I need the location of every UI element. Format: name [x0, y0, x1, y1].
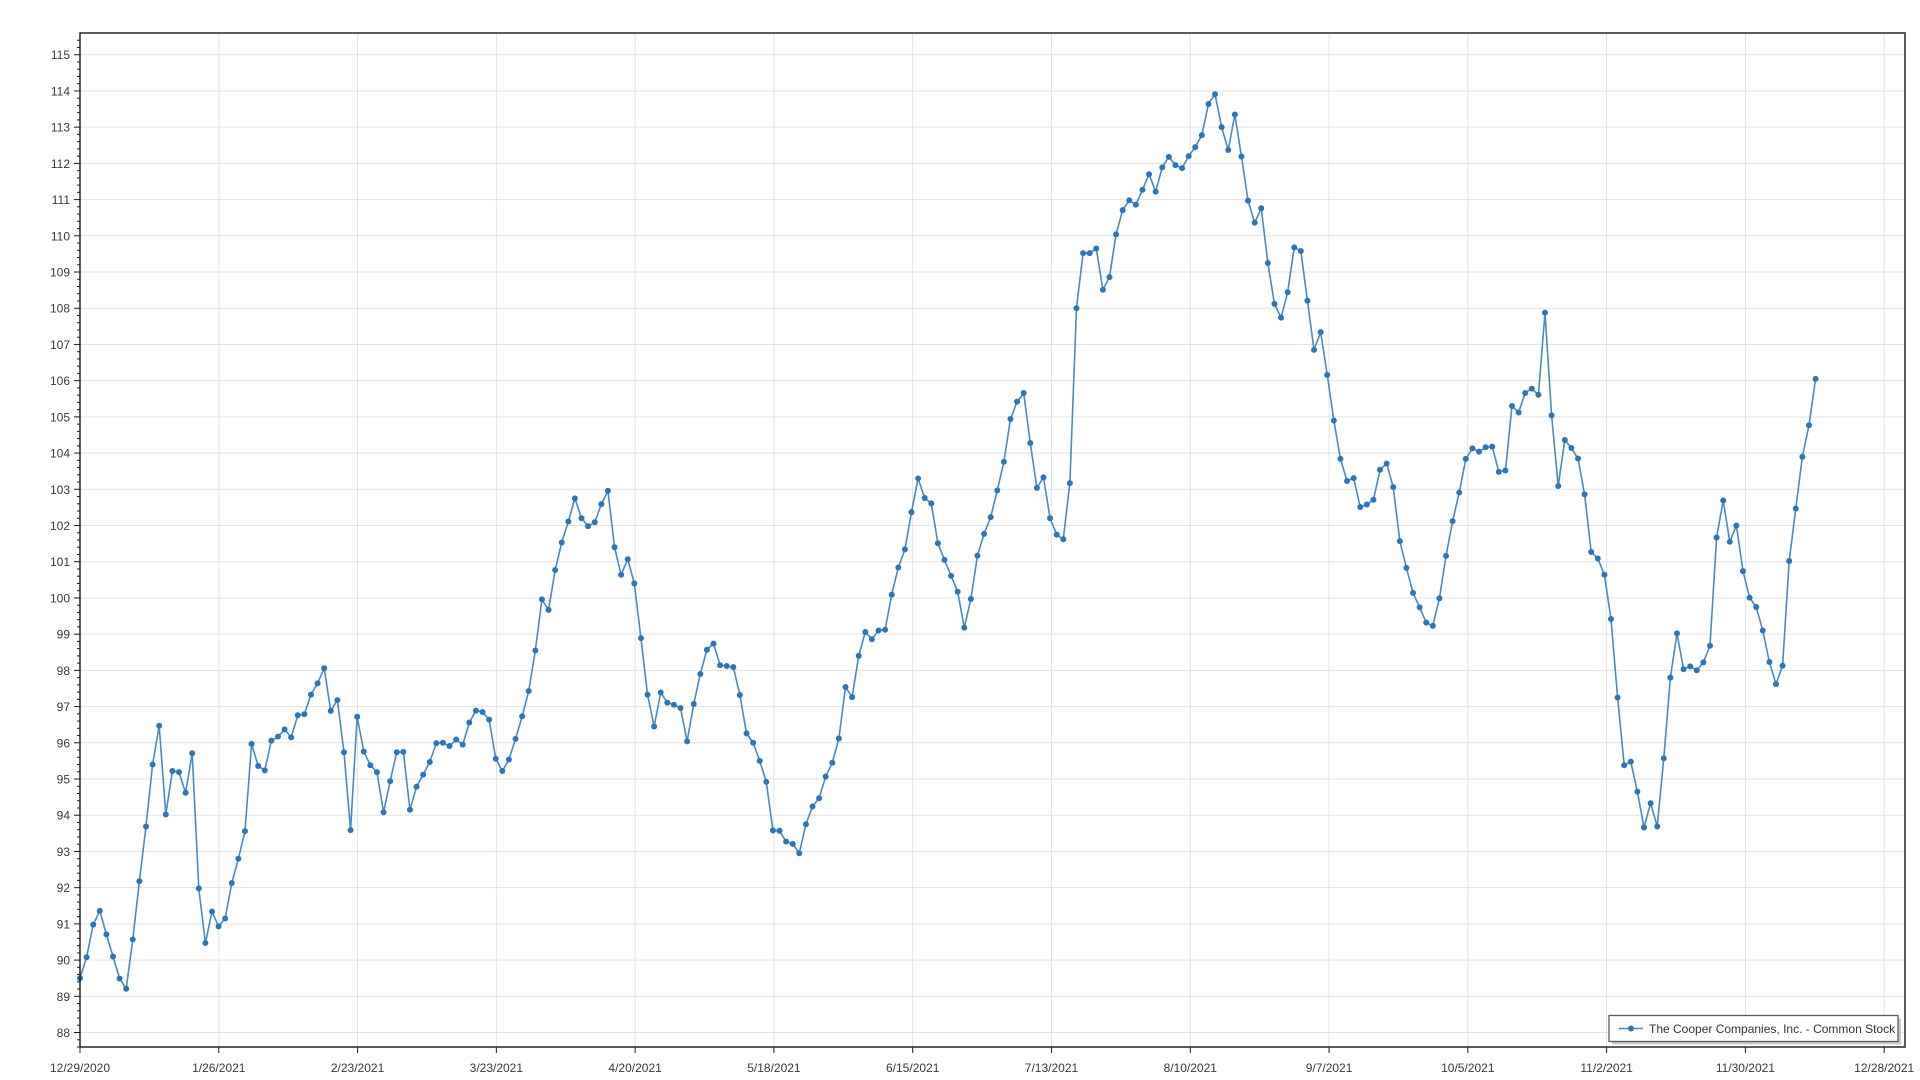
svg-text:111: 111 [52, 193, 71, 207]
svg-text:10/5/2021: 10/5/2021 [1441, 1061, 1495, 1075]
svg-text:99: 99 [57, 628, 71, 642]
svg-text:110: 110 [51, 229, 70, 243]
svg-text:90: 90 [57, 954, 71, 968]
svg-text:11/2/2021: 11/2/2021 [1580, 1061, 1633, 1075]
svg-text:93: 93 [57, 845, 71, 859]
svg-text:108: 108 [50, 302, 70, 316]
svg-text:106: 106 [50, 374, 70, 388]
svg-text:12/29/2020: 12/29/2020 [50, 1061, 110, 1075]
svg-text:109: 109 [50, 266, 70, 280]
svg-text:95: 95 [57, 773, 71, 787]
svg-text:91: 91 [57, 917, 71, 931]
svg-text:8/10/2021: 8/10/2021 [1164, 1061, 1218, 1075]
svg-text:3/23/2021: 3/23/2021 [470, 1061, 524, 1075]
svg-text:97: 97 [57, 700, 71, 714]
svg-text:88: 88 [57, 1026, 71, 1040]
svg-text:114: 114 [51, 84, 70, 98]
svg-text:94: 94 [57, 809, 71, 823]
svg-text:4/20/2021: 4/20/2021 [608, 1061, 662, 1075]
svg-text:101: 101 [50, 555, 70, 569]
svg-text:11/30/2021: 11/30/2021 [1716, 1061, 1775, 1075]
svg-text:12/28/2021: 12/28/2021 [1854, 1061, 1914, 1075]
svg-text:105: 105 [50, 410, 70, 424]
svg-text:92: 92 [57, 881, 71, 895]
svg-text:113: 113 [51, 121, 70, 135]
svg-text:98: 98 [57, 664, 71, 678]
svg-text:104: 104 [50, 447, 70, 461]
svg-text:102: 102 [50, 519, 70, 533]
svg-text:6/15/2021: 6/15/2021 [886, 1061, 940, 1075]
svg-text:2/23/2021: 2/23/2021 [331, 1061, 385, 1075]
svg-text:1/26/2021: 1/26/2021 [192, 1061, 246, 1075]
svg-text:100: 100 [50, 591, 70, 605]
svg-text:115: 115 [51, 48, 70, 62]
svg-text:112: 112 [51, 157, 70, 171]
svg-text:96: 96 [57, 736, 71, 750]
svg-text:5/18/2021: 5/18/2021 [747, 1061, 801, 1075]
svg-text:The Cooper Companies, Inc. -: The Cooper Companies, Inc. - Common Stoc… [1649, 1022, 1896, 1036]
svg-text:7/13/2021: 7/13/2021 [1025, 1061, 1079, 1075]
svg-text:89: 89 [57, 990, 71, 1004]
svg-text:107: 107 [50, 338, 70, 352]
svg-text:9/7/2021: 9/7/2021 [1306, 1061, 1353, 1075]
svg-text:103: 103 [50, 483, 70, 497]
